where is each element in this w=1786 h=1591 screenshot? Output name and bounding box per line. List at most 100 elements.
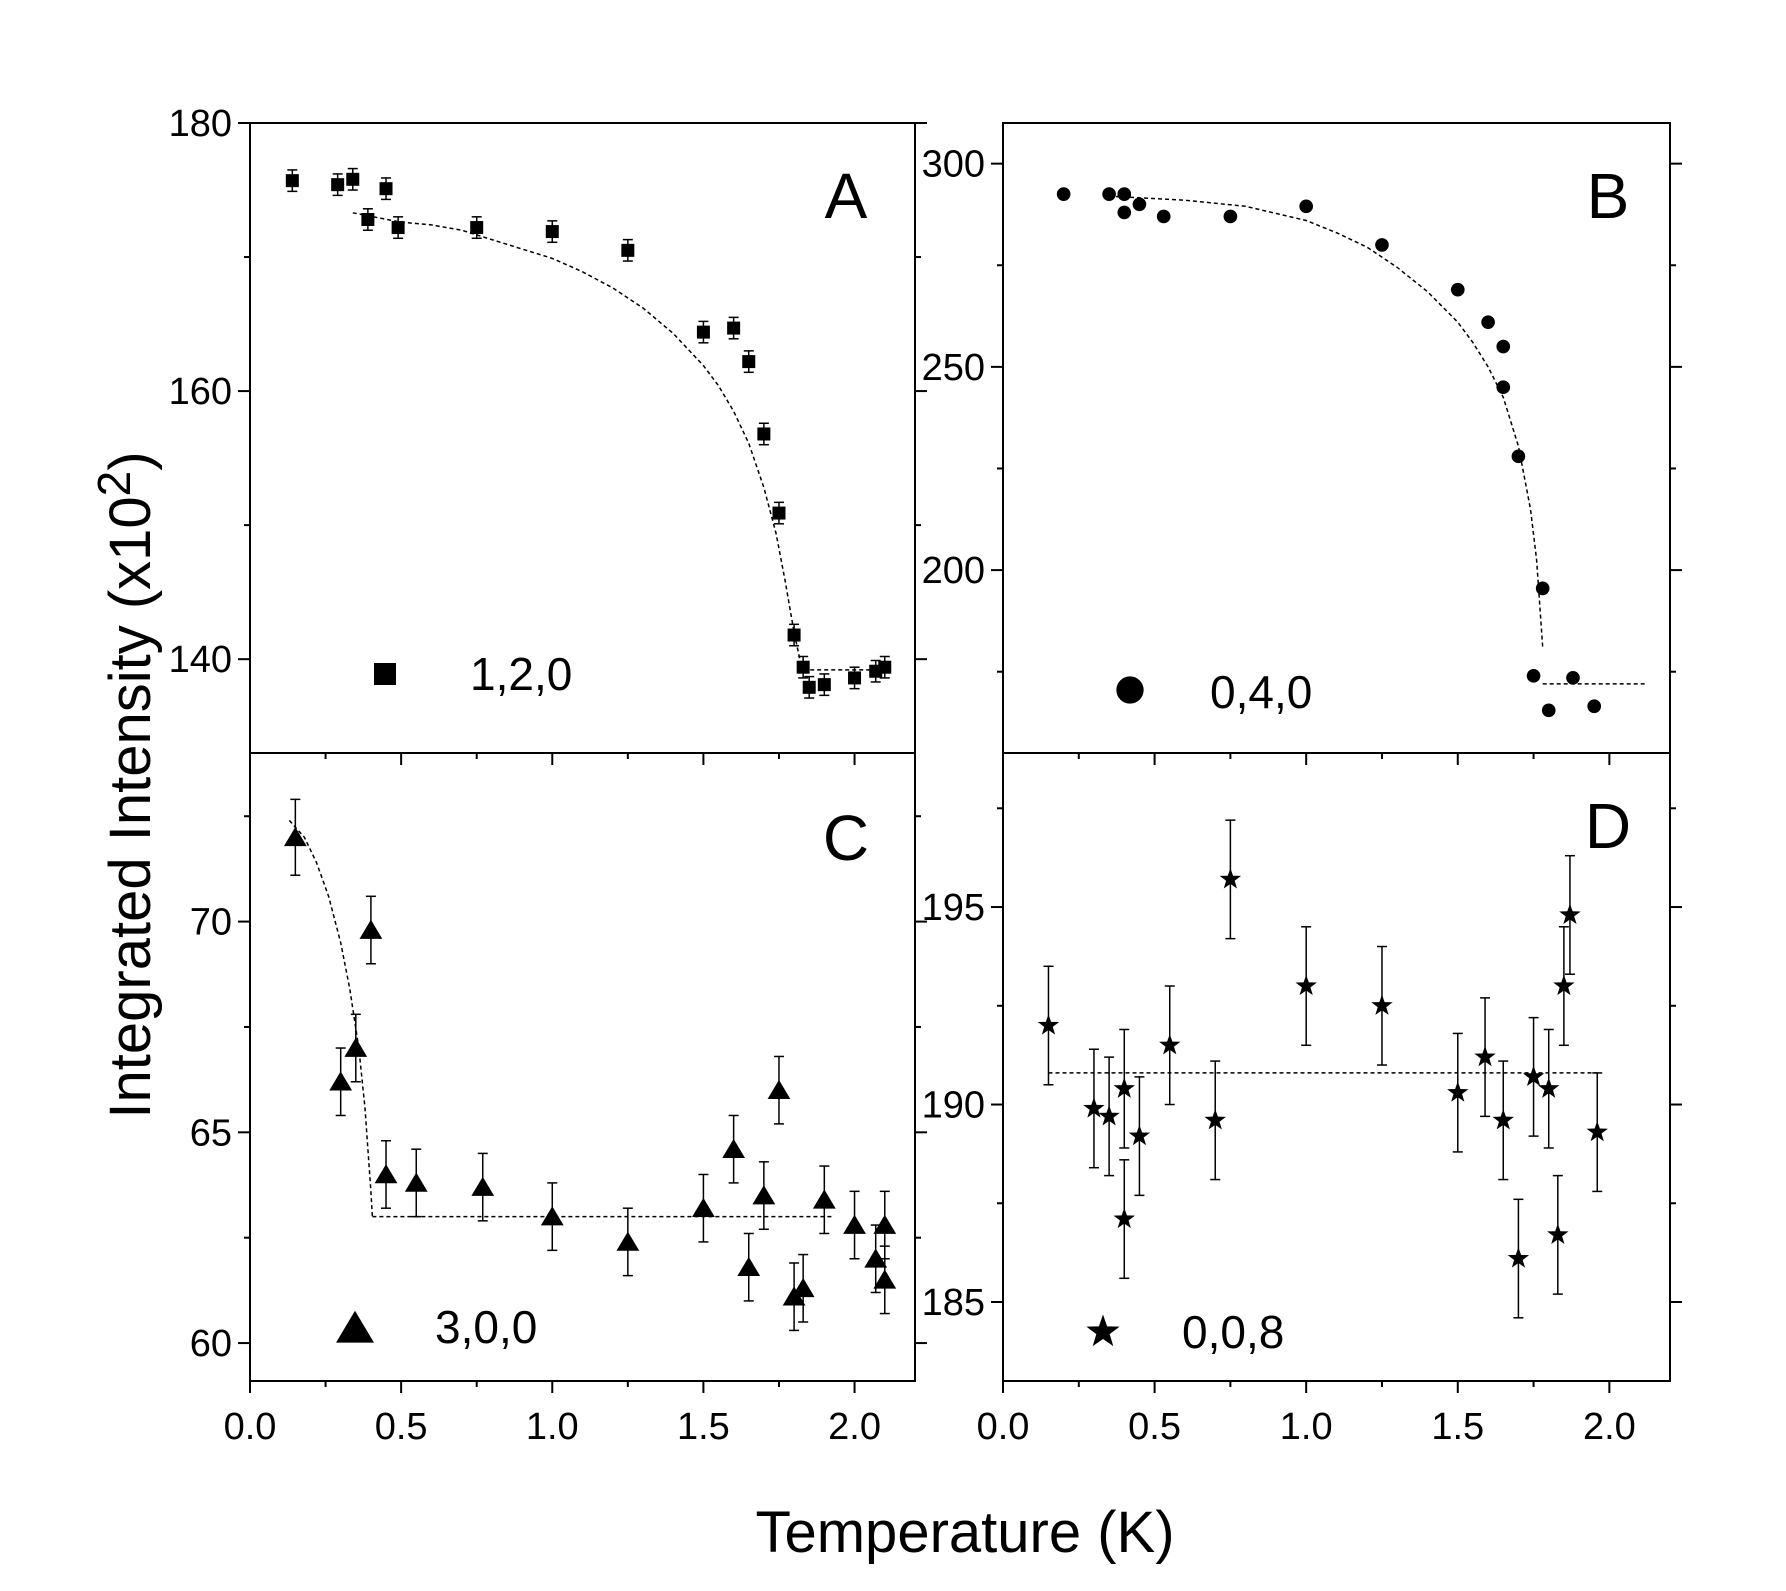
- legend-marker: [336, 1310, 374, 1343]
- y-tick-label: 190: [922, 1085, 985, 1127]
- data-point: [696, 325, 710, 339]
- legend-marker: [374, 663, 396, 685]
- data-point: [1098, 1105, 1120, 1126]
- data-point: [285, 174, 299, 188]
- panel-letter: D: [1585, 790, 1631, 862]
- data-point: [772, 506, 786, 520]
- plot-frame: [249, 752, 916, 1382]
- data-point: [802, 680, 816, 694]
- y-tick-label: 140: [169, 639, 232, 681]
- panel-letter: A: [825, 160, 868, 232]
- data-point: [374, 1164, 398, 1184]
- data-point: [1113, 1207, 1135, 1229]
- data-point: [1037, 1014, 1060, 1035]
- data-point: [727, 321, 741, 335]
- x-tick-label: 1.5: [1431, 1406, 1484, 1448]
- data-point: [737, 1256, 761, 1276]
- x-tick-label: 2.0: [1583, 1406, 1636, 1448]
- data-point: [1535, 581, 1550, 596]
- data-point: [1538, 1077, 1560, 1098]
- data-point: [1375, 238, 1389, 252]
- data-point: [787, 628, 801, 642]
- data-point: [873, 1269, 897, 1289]
- data-point: [1156, 209, 1171, 224]
- data-point: [848, 671, 862, 685]
- y-tick-label: 250: [922, 347, 985, 389]
- data-point: [540, 1206, 564, 1226]
- legend-label: 3,0,0: [435, 1301, 537, 1353]
- data-point: [1295, 974, 1317, 996]
- legend-label: 1,2,0: [470, 648, 572, 700]
- data-point: [1522, 1065, 1545, 1086]
- data-point: [391, 221, 405, 235]
- data-point: [283, 826, 307, 847]
- data-point: [1117, 205, 1132, 220]
- data-point: [1507, 1247, 1530, 1268]
- data-point: [1586, 1120, 1608, 1142]
- data-point: [1496, 380, 1511, 395]
- data-point: [379, 182, 393, 196]
- panel-c: 0.0 0.5 1.0 1.5 2.0 60 65 70 C 3,0,0: [190, 752, 927, 1448]
- data-point: [1102, 187, 1116, 201]
- x-tick-label: 0.5: [1128, 1406, 1181, 1448]
- data-point: [1474, 1045, 1496, 1067]
- data-point: [796, 660, 810, 674]
- data-point: [742, 355, 756, 369]
- data-point: [1496, 339, 1511, 354]
- data-point: [346, 172, 360, 186]
- data-point: [344, 1037, 368, 1057]
- fit-curve: [1109, 195, 1544, 648]
- data-point: [1481, 315, 1495, 329]
- x-tick-label: 1.5: [677, 1406, 730, 1448]
- x-tick-label: 1.0: [1280, 1406, 1333, 1448]
- x-tick-label: 0.0: [977, 1406, 1030, 1448]
- data-point: [752, 1185, 776, 1205]
- y-tick-label: 65: [190, 1112, 232, 1154]
- panel-d: 0.0 0.5 1.0 1.5 2.0 185 190 195 D 0,0,8: [922, 752, 1682, 1448]
- data-point: [1566, 670, 1580, 685]
- data-point: [616, 1231, 640, 1251]
- data-point: [621, 243, 635, 257]
- panel-letter: B: [1587, 160, 1630, 232]
- data-point: [404, 1172, 428, 1192]
- data-point: [1587, 699, 1602, 714]
- data-point: [843, 1214, 866, 1234]
- data-point: [722, 1138, 746, 1158]
- data-point: [1204, 1109, 1226, 1130]
- data-point: [1128, 1124, 1151, 1146]
- data-point: [361, 213, 375, 227]
- x-tick-label: 1.0: [526, 1406, 579, 1448]
- data-point: [878, 660, 892, 674]
- y-tick-label: 60: [190, 1323, 232, 1365]
- y-tick-label: 200: [922, 550, 985, 592]
- fit-curve: [288, 819, 374, 1217]
- data-point: [329, 1071, 353, 1091]
- data-point: [812, 1189, 836, 1209]
- y-tick-label: 195: [922, 887, 985, 929]
- data-point: [1553, 974, 1575, 996]
- data-point: [545, 225, 559, 239]
- data-point: [1083, 1097, 1105, 1118]
- data-point: [1117, 187, 1132, 201]
- y-tick-label: 160: [169, 371, 232, 413]
- data-point: [1113, 1077, 1135, 1098]
- data-point: [359, 919, 383, 939]
- legend-marker: [1116, 676, 1144, 704]
- data-point: [1159, 1034, 1181, 1055]
- data-point: [864, 1248, 888, 1268]
- y-tick-label: 185: [922, 1282, 985, 1324]
- panel-letter: C: [823, 802, 869, 874]
- data-point: [1450, 282, 1465, 297]
- panel-a: 140 160 180 A 1,2,0: [169, 103, 927, 765]
- data-point: [791, 1277, 815, 1298]
- data-point: [1541, 703, 1556, 718]
- legend-label: 0,4,0: [1210, 666, 1312, 718]
- data-point: [1219, 868, 1242, 889]
- data-point: [1132, 197, 1147, 212]
- data-point: [471, 1176, 495, 1196]
- data-point: [470, 221, 484, 235]
- x-axis-title: Temperature (K): [755, 1500, 1174, 1565]
- data-point: [1526, 668, 1541, 683]
- data-point: [1223, 209, 1238, 224]
- data-point: [1559, 903, 1581, 925]
